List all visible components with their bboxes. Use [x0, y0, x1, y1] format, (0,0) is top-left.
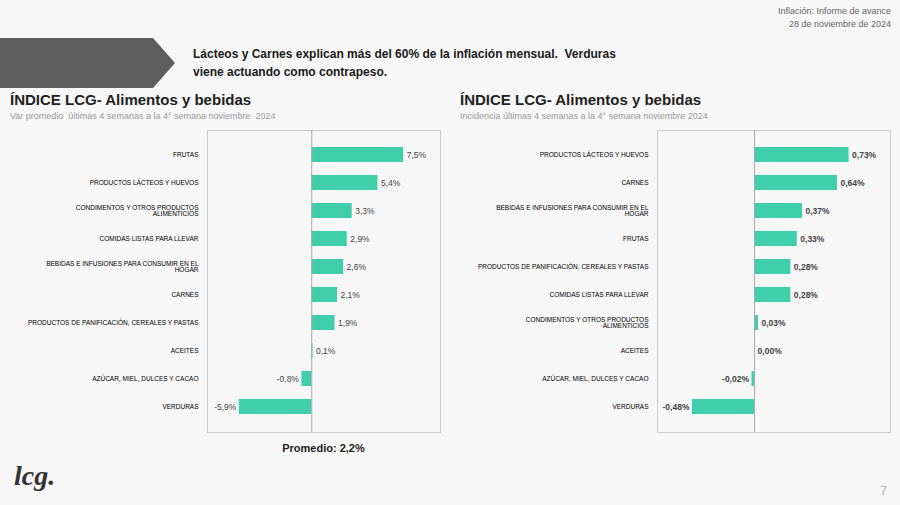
svg-text:VERDURAS: VERDURAS [162, 403, 199, 410]
html-text:Var promedio últimas 4 semanas: Var promedio últimas 4 semanas a la 4° s… [10, 111, 276, 121]
svg-text:0,00%: 0,00% [758, 346, 783, 356]
svg-text:BEBIDAS E INFUSIONES PARA CONS: BEBIDAS E INFUSIONES PARA CONSUMIR EN EL… [46, 260, 199, 274]
svg-text:COMIDAS LISTAS PARA LLEVAR: COMIDAS LISTAS PARA LLEVAR [550, 291, 649, 298]
svg-text:2,9%: 2,9% [350, 234, 370, 244]
svg-text:VERDURAS: VERDURAS [612, 403, 649, 410]
html-text:Lácteos y Carnes explican más: Lácteos y Carnes explican más del 60% de… [193, 47, 616, 61]
svg-text:0,03%: 0,03% [761, 318, 786, 328]
svg-text:2,1%: 2,1% [340, 290, 360, 300]
svg-text:PRODUCTOS DE PANIFICACIÓN, CER: PRODUCTOS DE PANIFICACIÓN, CEREALES Y PA… [478, 262, 649, 270]
svg-text:ACEITES: ACEITES [171, 347, 199, 354]
svg-text:AZÚCAR, MIEL, DULCES Y CACAO: AZÚCAR, MIEL, DULCES Y CACAO [542, 374, 648, 382]
svg-text:BEBIDAS E INFUSIONES PARA CONS: BEBIDAS E INFUSIONES PARA CONSUMIR EN EL… [496, 204, 649, 218]
html-text:28 de noviembre de 2024: 28 de noviembre de 2024 [788, 19, 891, 29]
svg-text:7,5%: 7,5% [407, 150, 427, 160]
svg-text:COMIDAS LISTAS PARA LLEVAR: COMIDAS LISTAS PARA LLEVAR [100, 235, 199, 242]
svg-text:1,9%: 1,9% [338, 318, 358, 328]
svg-text:CARNES: CARNES [171, 291, 199, 298]
html-text:Inflación: Informe de avance: Inflación: Informe de avance [777, 6, 891, 16]
svg-text:3,3%: 3,3% [355, 206, 375, 216]
html-text:ÍNDICE LCG- Alimentos y bebida: ÍNDICE LCG- Alimentos y bebidas [460, 91, 702, 108]
svg-text:PRODUCTOS LÁCTEOS Y HUEVOS: PRODUCTOS LÁCTEOS Y HUEVOS [540, 150, 649, 158]
svg-text:-0,02%: -0,02% [722, 374, 749, 384]
html-text:viene actuando como contrapeso: viene actuando como contrapeso. [193, 65, 387, 79]
html-text:7: 7 [880, 484, 887, 499]
svg-text:AZÚCAR, MIEL, DULCES Y CACAO: AZÚCAR, MIEL, DULCES Y CACAO [92, 374, 198, 382]
svg-text:-5,9%: -5,9% [214, 402, 237, 412]
svg-text:0,37%: 0,37% [805, 206, 830, 216]
svg-text:0,64%: 0,64% [840, 178, 865, 188]
svg-text:2,6%: 2,6% [347, 262, 367, 272]
svg-text:ACEITES: ACEITES [621, 347, 649, 354]
svg-text:0,1%: 0,1% [316, 346, 336, 356]
svg-text:-0,48%: -0,48% [663, 402, 690, 412]
svg-text:CARNES: CARNES [621, 179, 649, 186]
svg-text:5,4%: 5,4% [381, 178, 401, 188]
svg-text:PRODUCTOS LÁCTEOS Y HUEVOS: PRODUCTOS LÁCTEOS Y HUEVOS [90, 178, 199, 186]
svg-text:PRODUCTOS DE PANIFICACIÓN, CER: PRODUCTOS DE PANIFICACIÓN, CEREALES Y PA… [28, 318, 199, 326]
html-text:lcg.: lcg. [14, 460, 56, 491]
svg-text:0,33%: 0,33% [800, 234, 825, 244]
svg-text:0,73%: 0,73% [852, 150, 877, 160]
svg-text:0,28%: 0,28% [794, 262, 819, 272]
svg-text:CONDIMENTOS Y OTROS PRODUCTOSA: CONDIMENTOS Y OTROS PRODUCTOSALIMENTICIO… [76, 204, 199, 218]
svg-text:-0,8%: -0,8% [277, 374, 300, 384]
svg-text:FRUTAS: FRUTAS [173, 151, 199, 158]
html-text:Incidencia últimas 4 semanas a: Incidencia últimas 4 semanas a la 4° sem… [460, 111, 708, 121]
svg-text:0,28%: 0,28% [794, 290, 819, 300]
svg-text:CONDIMENTOS Y OTROS PRODUCTOSA: CONDIMENTOS Y OTROS PRODUCTOSALIMENTICIO… [526, 316, 649, 330]
html-text:Promedio: 2,2%: Promedio: 2,2% [282, 442, 365, 454]
svg-text:FRUTAS: FRUTAS [623, 235, 649, 242]
html-text:ÍNDICE LCG- Alimentos y bebida: ÍNDICE LCG- Alimentos y bebidas [10, 91, 252, 108]
